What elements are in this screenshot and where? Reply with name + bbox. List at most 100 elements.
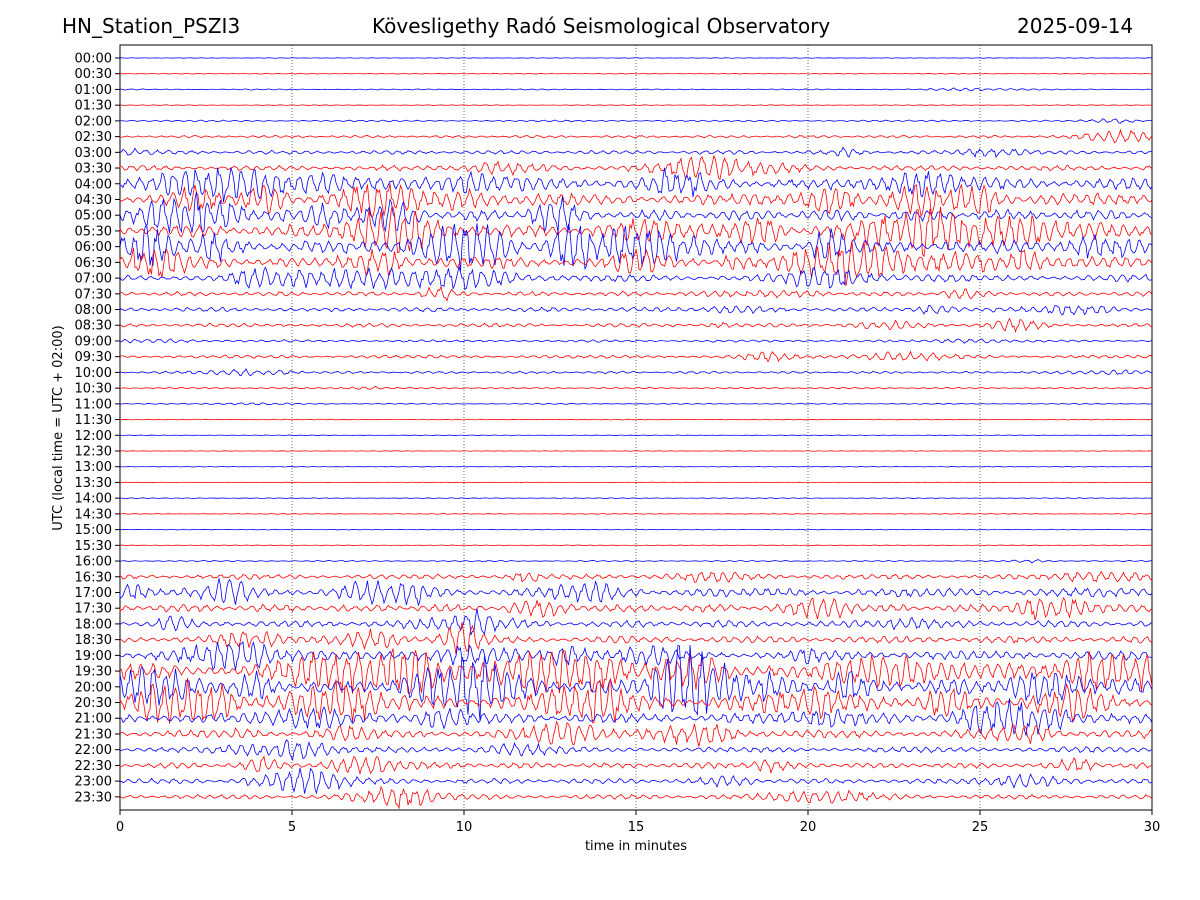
y-tick-label: 12:30: [75, 445, 112, 460]
seismogram-trace: [119, 265, 1153, 291]
y-tick-label: 21:00: [75, 712, 112, 727]
seismogram-trace: [119, 528, 1153, 531]
seismogram-trace: [119, 104, 1153, 106]
y-tick-label: 04:30: [75, 193, 112, 208]
y-tick-label: 16:00: [75, 555, 112, 570]
seismogram-trace: [119, 368, 1153, 377]
x-tick-label: 20: [800, 820, 817, 835]
y-tick-label: 08:00: [75, 303, 112, 318]
y-tick-label: 12:00: [75, 429, 112, 444]
seismogram-trace: [119, 767, 1153, 795]
seismogram-trace: [119, 481, 1153, 484]
y-tick-label: 10:30: [75, 382, 112, 397]
seismogram-trace: [119, 118, 1153, 124]
seismogram-trace: [119, 167, 1153, 203]
x-tick-label: 10: [456, 820, 473, 835]
seismogram-trace: [119, 87, 1153, 92]
y-tick-label: 01:00: [75, 83, 112, 98]
x-tick-label: 30: [1144, 820, 1161, 835]
seismogram-trace: [119, 434, 1153, 436]
chart-date: 2025-09-14: [1017, 14, 1134, 38]
y-tick-label: 11:30: [75, 413, 112, 428]
seismogram-trace: [119, 183, 1153, 219]
y-tick-label: 01:30: [75, 99, 112, 114]
y-tick-label: 17:30: [75, 602, 112, 617]
seismogram-trace: [119, 640, 1153, 671]
y-tick-label: 19:30: [75, 665, 112, 680]
y-tick-label: 03:30: [75, 162, 112, 177]
y-tick-label: 23:30: [75, 790, 112, 805]
seismogram-trace: [119, 608, 1153, 637]
seismogram-trace: [119, 285, 1153, 302]
y-tick-label: 07:00: [75, 272, 112, 287]
seismogram-trace: [119, 128, 1153, 144]
y-tick-label: 16:30: [75, 570, 112, 585]
seismogram-trace: [119, 720, 1153, 748]
seismogram-trace: [119, 544, 1153, 547]
y-tick-label: 13:00: [75, 460, 112, 475]
seismogram-trace: [119, 450, 1153, 452]
seismogram-trace: [119, 578, 1153, 606]
y-tick-label: 22:30: [75, 759, 112, 774]
x-tick-label: 0: [116, 820, 124, 835]
seismogram-trace: [119, 513, 1153, 515]
y-tick-group: 00:0000:3001:0001:3002:0002:3003:0003:30…: [75, 52, 120, 805]
y-tick-label: 21:30: [75, 727, 112, 742]
seismogram-trace: [119, 466, 1153, 468]
y-tick-label: 20:00: [75, 680, 112, 695]
y-tick-label: 09:00: [75, 334, 112, 349]
x-tick-label: 15: [628, 820, 645, 835]
y-tick-label: 06:00: [75, 240, 112, 255]
y-tick-label: 11:00: [75, 397, 112, 412]
seismogram-trace: [119, 146, 1153, 159]
seismogram-trace: [119, 386, 1153, 390]
y-tick-label: 10:00: [75, 366, 112, 381]
y-tick-label: 19:00: [75, 649, 112, 664]
seismogram-trace: [119, 570, 1153, 583]
y-tick-label: 07:30: [75, 287, 112, 302]
y-axis-label: UTC (local time = UTC + 02:00): [51, 325, 66, 530]
y-tick-label: 05:00: [75, 209, 112, 224]
station-name: HN_Station_PSZI3: [62, 14, 241, 38]
y-tick-label: 18:00: [75, 617, 112, 632]
y-tick-label: 00:30: [75, 67, 112, 82]
seismogram-trace: [119, 648, 1153, 695]
y-tick-label: 15:30: [75, 539, 112, 554]
seismogram-trace: [119, 223, 1153, 272]
seismogram-trace: [119, 240, 1153, 287]
seismogram-trace: [119, 785, 1153, 810]
seismogram-trace: [119, 596, 1153, 621]
x-tick-label: 25: [972, 820, 989, 835]
y-tick-label: 22:00: [75, 743, 112, 758]
y-tick-label: 04:00: [75, 177, 112, 192]
y-tick-label: 17:00: [75, 586, 112, 601]
y-tick-label: 02:30: [75, 130, 112, 145]
chart-title: Kövesligethy Radó Seismological Observat…: [372, 14, 831, 38]
seismogram-trace: [119, 402, 1153, 406]
seismogram-trace: [119, 497, 1153, 499]
seismogram-trace: [119, 677, 1153, 724]
seismogram-trace: [119, 622, 1153, 655]
seismogram-trace: [119, 338, 1153, 344]
seismogram-trace: [119, 206, 1153, 258]
seismogram-trace: [119, 350, 1153, 363]
y-tick-label: 18:30: [75, 633, 112, 648]
y-tick-label: 13:30: [75, 476, 112, 491]
trace-group: [119, 57, 1153, 810]
seismogram-trace: [119, 559, 1153, 564]
seismogram-trace: [119, 739, 1153, 761]
y-tick-label: 09:30: [75, 350, 112, 365]
seismogram-trace: [119, 191, 1153, 234]
y-tick-label: 15:00: [75, 523, 112, 538]
seismogram-trace: [119, 72, 1153, 75]
x-tick-label: 5: [288, 820, 296, 835]
y-tick-label: 02:00: [75, 114, 112, 129]
seismogram-trace: [119, 755, 1153, 775]
y-tick-label: 20:30: [75, 696, 112, 711]
y-tick-label: 14:00: [75, 492, 112, 507]
y-tick-label: 23:00: [75, 775, 112, 790]
seismogram-trace: [119, 154, 1153, 181]
x-tick-group: 0 5 10 15 20 25 30: [116, 810, 1160, 835]
y-tick-label: 05:30: [75, 224, 112, 239]
